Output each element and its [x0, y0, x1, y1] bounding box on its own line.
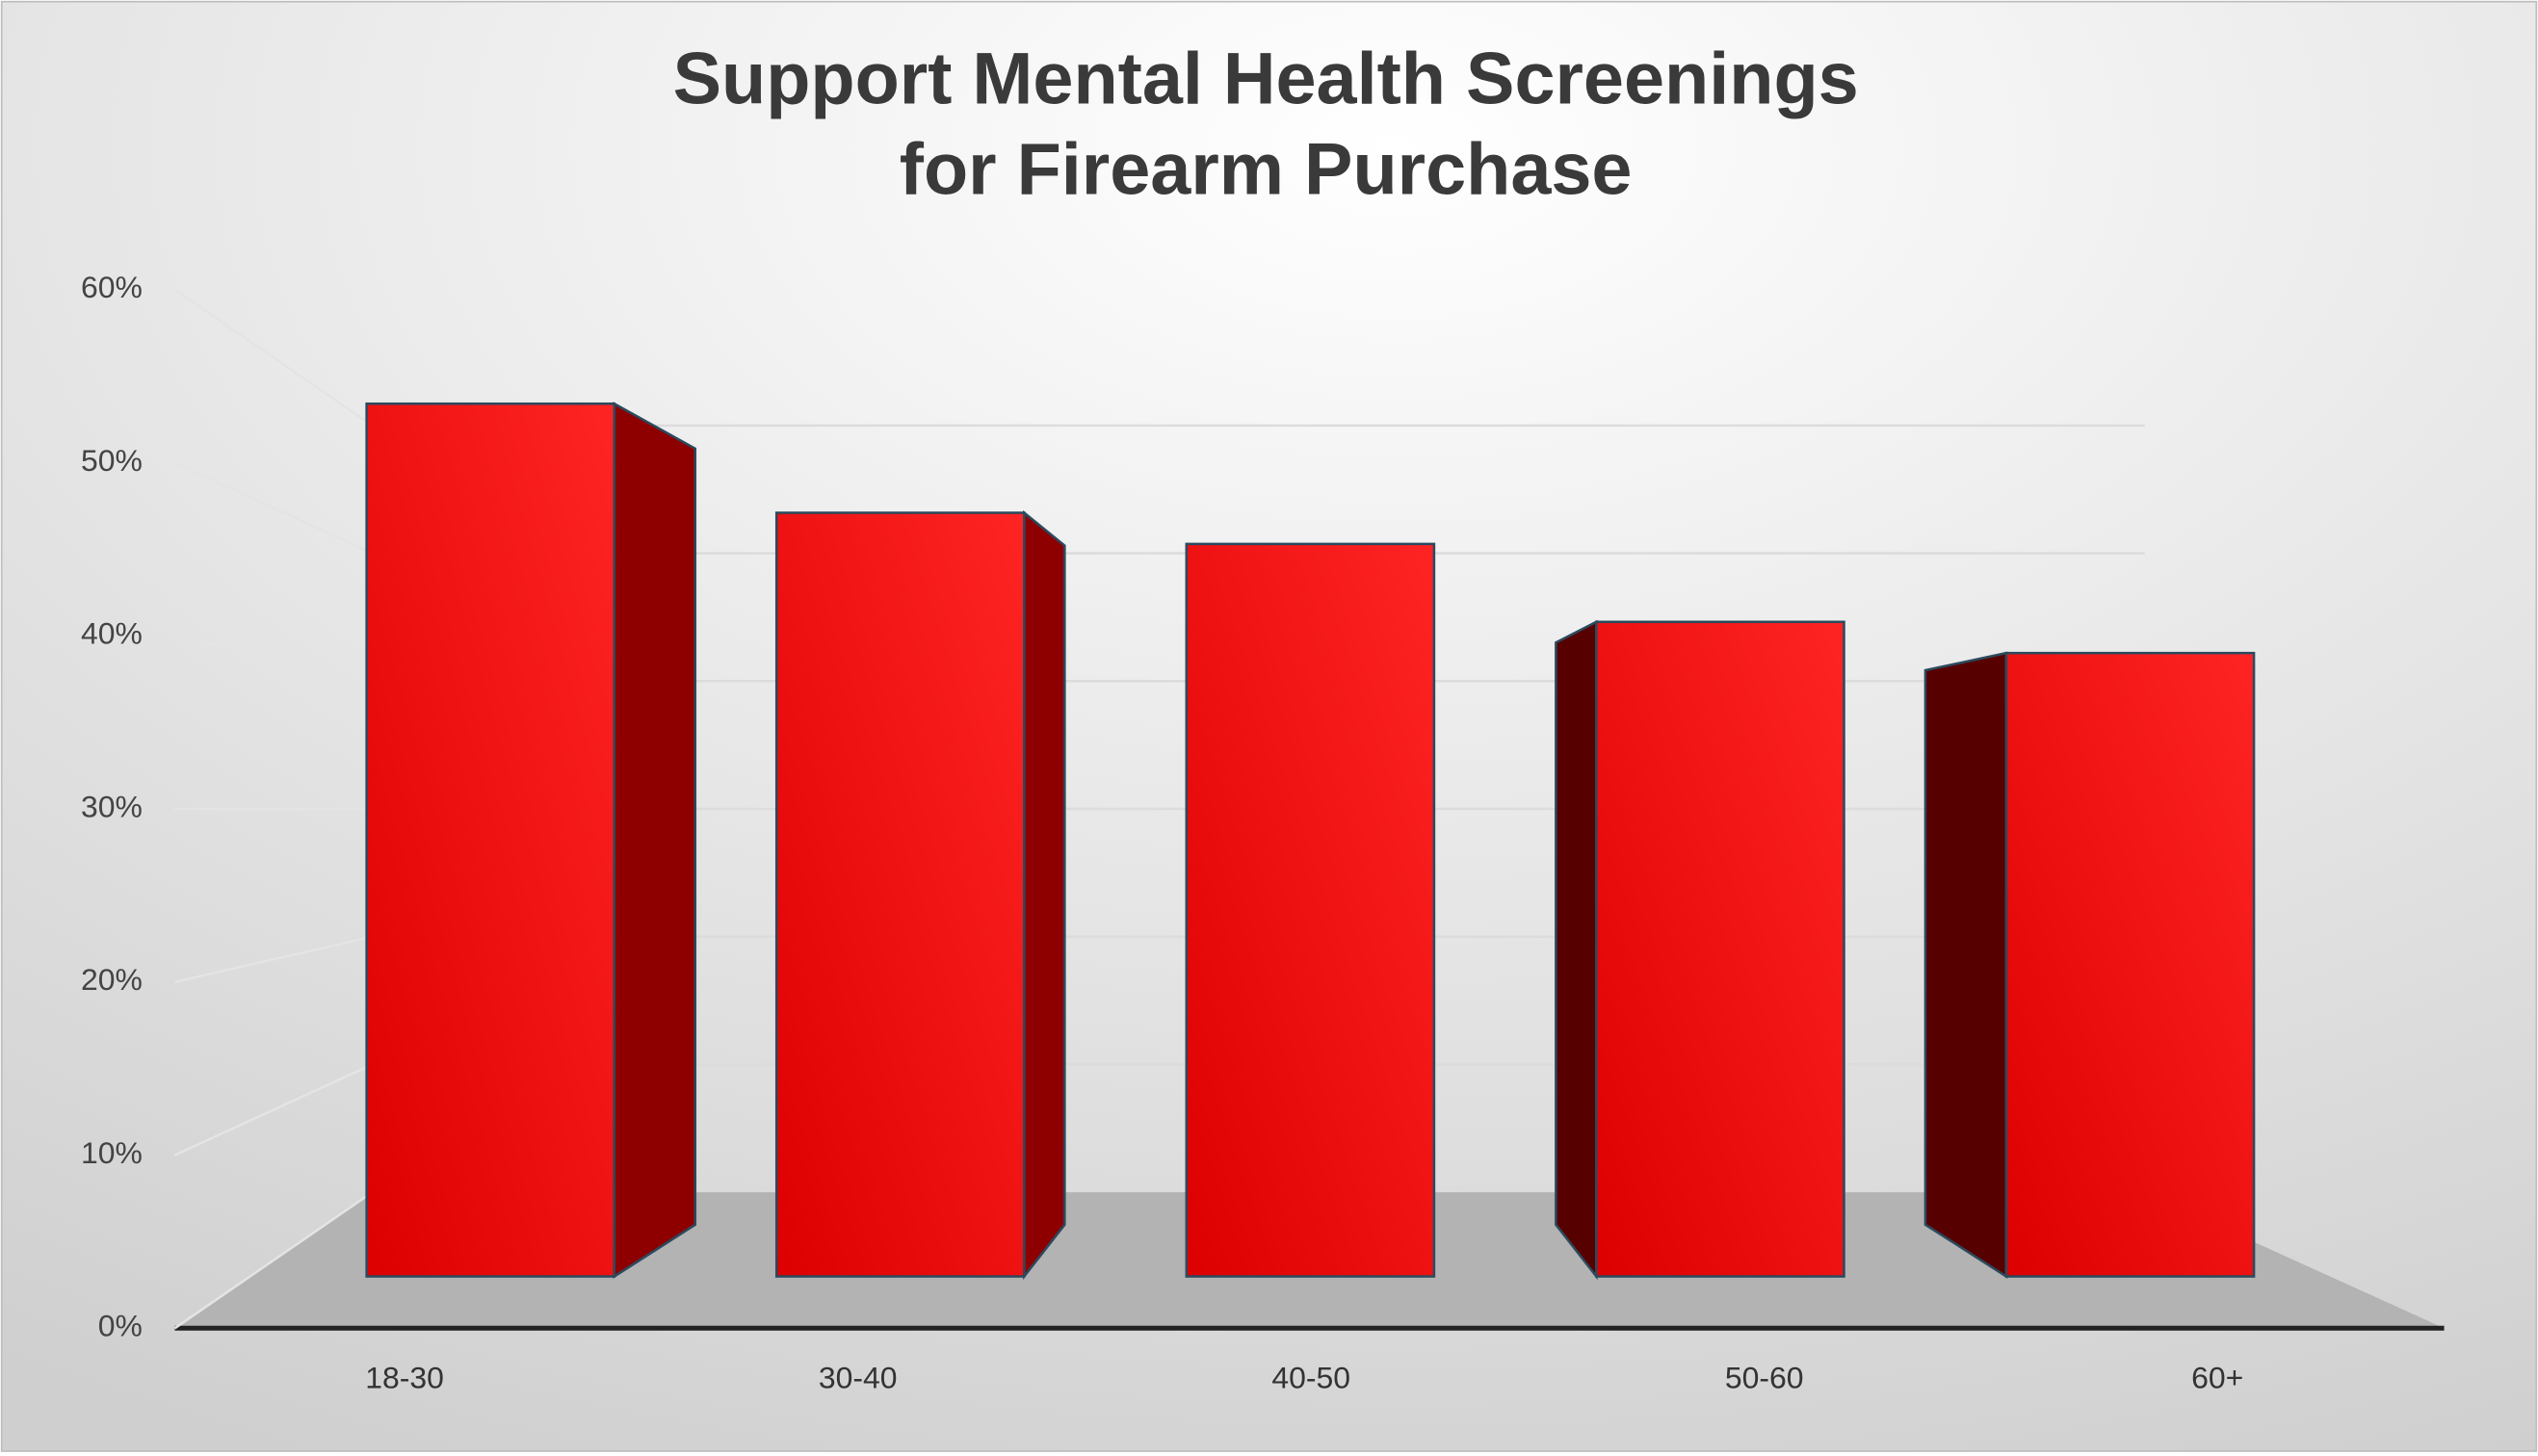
grid-line — [173, 461, 374, 555]
bar-side — [613, 402, 697, 1279]
chart-title: Support Mental Health Screenings — [673, 39, 1859, 119]
x-tick-label: 60+ — [2191, 1360, 2243, 1394]
x-tick-label: 40-50 — [1271, 1360, 1350, 1394]
y-tick-label: 60% — [81, 270, 143, 304]
grid-line — [174, 635, 373, 683]
bar — [1185, 542, 1436, 1278]
y-tick-label: 40% — [81, 616, 143, 651]
bar — [774, 511, 1026, 1278]
y-tick-label: 0% — [98, 1309, 143, 1343]
grid-line — [173, 1191, 374, 1330]
x-tick-label: 50-60 — [1725, 1360, 1804, 1394]
y-tick-label: 10% — [81, 1135, 143, 1170]
y-tick-label: 30% — [81, 789, 143, 823]
x-tick-label: 18-30 — [365, 1360, 444, 1394]
bar-side — [1923, 651, 2008, 1279]
bar — [1595, 620, 1845, 1278]
bar — [365, 402, 616, 1278]
bar-side — [1023, 509, 1066, 1281]
bar — [2004, 651, 2256, 1278]
grid-line — [174, 935, 373, 983]
grid-line — [173, 288, 374, 427]
bar-side — [1555, 619, 1598, 1281]
x-tick-label: 30-40 — [819, 1360, 898, 1394]
y-tick-label: 20% — [81, 962, 143, 997]
y-tick-label: 50% — [81, 443, 143, 478]
chart-title: for Firearm Purchase — [900, 129, 1633, 210]
grid-line — [173, 1063, 374, 1157]
